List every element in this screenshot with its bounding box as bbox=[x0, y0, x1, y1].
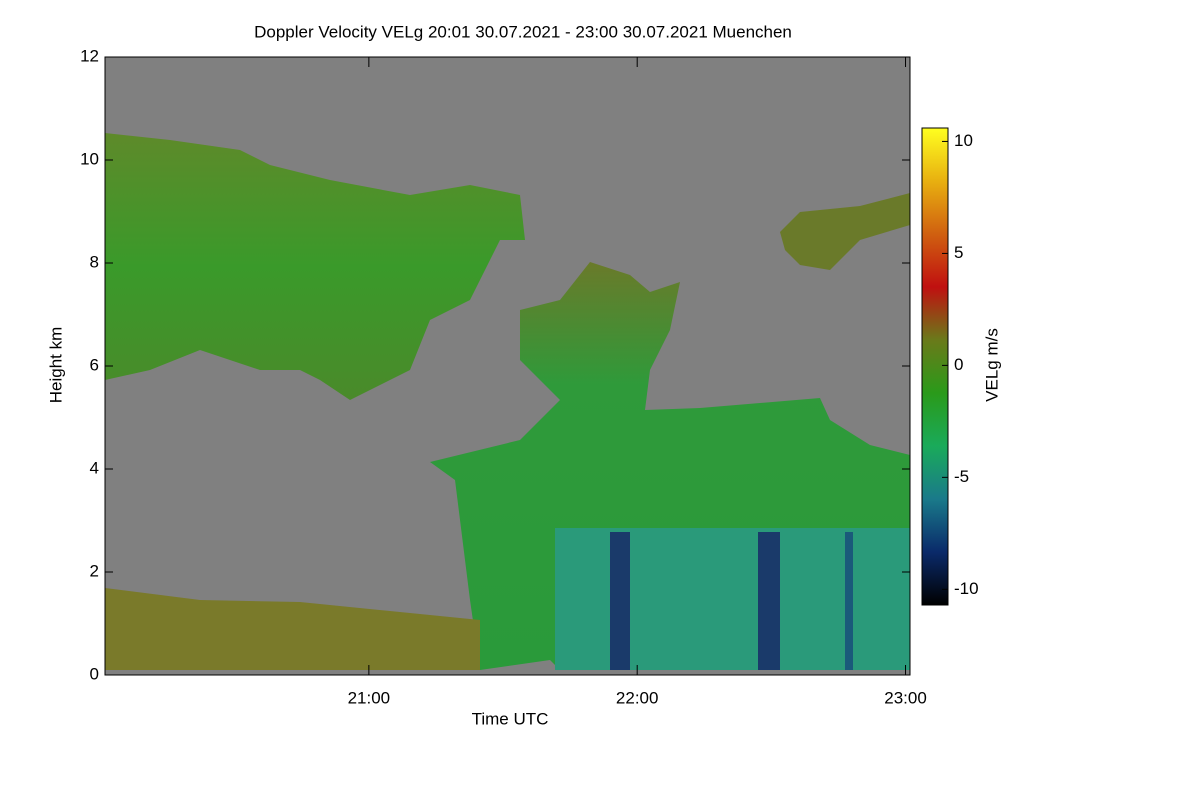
low-clutter bbox=[105, 588, 480, 670]
x-axis-label: Time UTC bbox=[472, 709, 549, 728]
rain-region bbox=[555, 528, 910, 670]
rain-shaft bbox=[610, 532, 630, 670]
chart-title: Doppler Velocity VELg 20:01 30.07.2021 -… bbox=[254, 22, 792, 41]
x-tick-label: 22:00 bbox=[616, 688, 659, 707]
y-tick-label: 10 bbox=[80, 149, 99, 168]
upper-cloud bbox=[105, 133, 525, 400]
y-tick-label: 4 bbox=[90, 458, 99, 477]
y-axis-label: Height km bbox=[46, 327, 65, 404]
colorbar-tick-label: -10 bbox=[954, 579, 979, 598]
colorbar-tick-label: 10 bbox=[954, 131, 973, 150]
upper-right-cloud bbox=[780, 193, 910, 270]
y-tick-label: 0 bbox=[90, 664, 99, 683]
colorbar-tick-label: 5 bbox=[954, 243, 963, 262]
y-tick-label: 6 bbox=[90, 355, 99, 374]
colorbar bbox=[921, 127, 949, 606]
rain-shaft bbox=[845, 532, 853, 670]
x-tick-label: 23:00 bbox=[884, 688, 927, 707]
x-tick-label: 21:00 bbox=[348, 688, 391, 707]
colorbar-tick-label: 0 bbox=[954, 355, 963, 374]
y-tick-label: 2 bbox=[90, 561, 99, 580]
colorbar-tick-label: -5 bbox=[954, 467, 969, 486]
rain-shaft bbox=[758, 532, 780, 670]
y-tick-label: 8 bbox=[90, 252, 99, 271]
echo-regions bbox=[105, 133, 910, 670]
y-tick-label: 12 bbox=[80, 46, 99, 65]
colorbar-label: VELg m/s bbox=[982, 328, 1001, 402]
